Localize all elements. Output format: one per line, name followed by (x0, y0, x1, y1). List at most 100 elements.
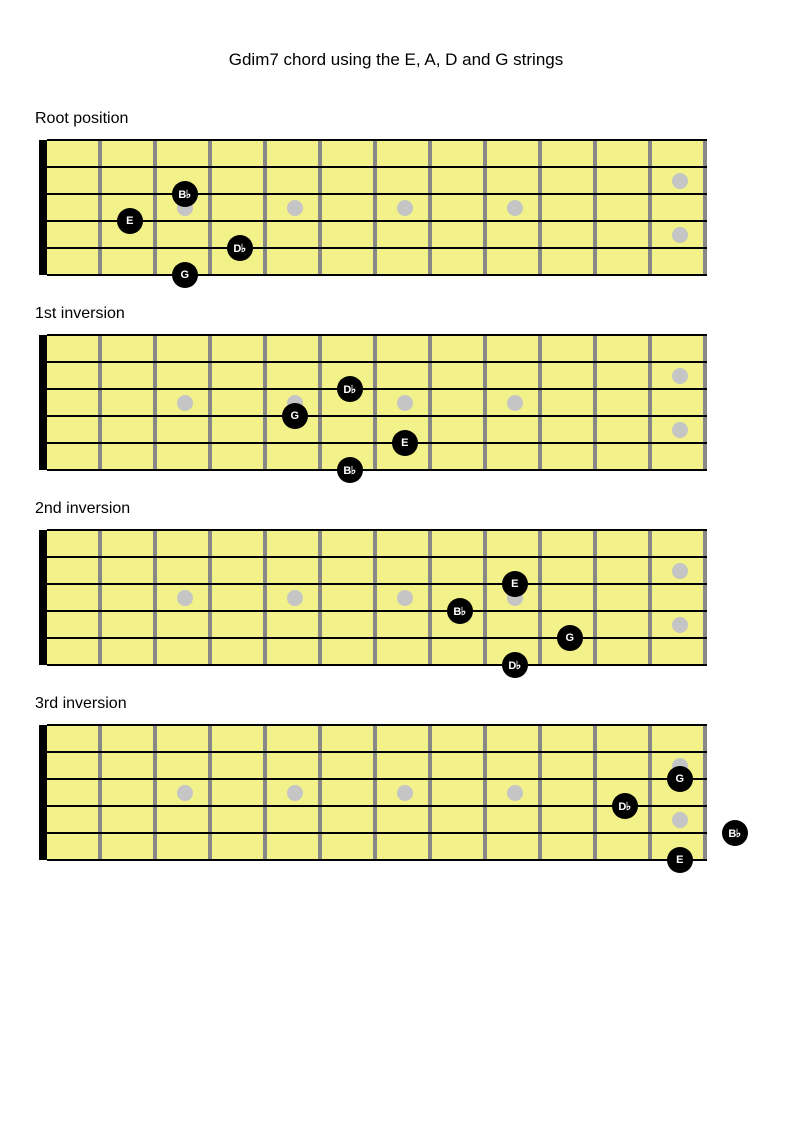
fret-marker (672, 173, 688, 189)
note-dot: E (117, 208, 143, 234)
chord-section: 2nd inversionEB♭GD♭ (35, 500, 757, 665)
fret-column (47, 530, 102, 665)
page: Gdim7 chord using the E, A, D and G stri… (0, 0, 792, 940)
note-dot: E (667, 847, 693, 873)
fret-column (322, 530, 377, 665)
sections-container: Root positionB♭ED♭G1st inversionD♭GEB♭2n… (35, 110, 757, 860)
fret-marker (507, 395, 523, 411)
string-line (47, 664, 707, 666)
section-label: 1st inversion (35, 305, 757, 323)
string-line (47, 724, 707, 726)
chord-section: 3rd inversionGD♭B♭E (35, 695, 757, 860)
string-line (47, 334, 707, 336)
note-dot: B♭ (172, 181, 198, 207)
note-dot: G (172, 262, 198, 288)
string-line (47, 442, 707, 444)
fret-column (652, 335, 707, 470)
string-line (47, 778, 707, 780)
fret-marker (672, 368, 688, 384)
fret-column (47, 725, 102, 860)
string-line (47, 220, 707, 222)
fret-marker (287, 200, 303, 216)
fret-column (102, 335, 157, 470)
fretboard: EB♭GD♭ (39, 530, 757, 665)
string-line (47, 166, 707, 168)
fret-marker (507, 200, 523, 216)
note-dot: G (557, 625, 583, 651)
fretboard-grid: B♭ED♭G (47, 140, 707, 275)
note-dot: D♭ (227, 235, 253, 261)
fret-column (432, 335, 487, 470)
fret-column (47, 335, 102, 470)
note-dot: B♭ (722, 820, 748, 846)
fretboard-grid: GD♭B♭E (47, 725, 707, 860)
note-dot: D♭ (612, 793, 638, 819)
fretboard: GD♭B♭E (39, 725, 757, 860)
fret-column (652, 530, 707, 665)
nut (39, 140, 47, 275)
string-line (47, 529, 707, 531)
string-line (47, 832, 707, 834)
fret-marker (672, 227, 688, 243)
nut (39, 530, 47, 665)
section-label: 3rd inversion (35, 695, 757, 713)
fret-column (322, 140, 377, 275)
fret-marker (397, 785, 413, 801)
note-dot: B♭ (447, 598, 473, 624)
string-line (47, 415, 707, 417)
fret-marker (177, 590, 193, 606)
chord-section: 1st inversionD♭GEB♭ (35, 305, 757, 470)
note-dot: E (502, 571, 528, 597)
string-line (47, 388, 707, 390)
fret-marker (177, 785, 193, 801)
fret-column (597, 140, 652, 275)
fret-column (597, 335, 652, 470)
fret-marker (177, 395, 193, 411)
string-line (47, 361, 707, 363)
fret-column (432, 140, 487, 275)
fret-column (212, 725, 267, 860)
fret-column (597, 530, 652, 665)
fret-column (652, 725, 707, 860)
fret-marker (397, 395, 413, 411)
string-line (47, 193, 707, 195)
fret-marker (672, 812, 688, 828)
note-dot: E (392, 430, 418, 456)
note-dot: D♭ (502, 652, 528, 678)
string-line (47, 274, 707, 276)
string-line (47, 139, 707, 141)
string-line (47, 556, 707, 558)
fret-marker (672, 422, 688, 438)
section-label: 2nd inversion (35, 500, 757, 518)
fret-marker (672, 617, 688, 633)
string-line (47, 751, 707, 753)
fret-column (102, 530, 157, 665)
fretboard: B♭ED♭G (39, 140, 757, 275)
fret-column (652, 140, 707, 275)
nut (39, 335, 47, 470)
fretboard-grid: EB♭GD♭ (47, 530, 707, 665)
fret-marker (397, 590, 413, 606)
fret-column (102, 725, 157, 860)
fret-column (47, 140, 102, 275)
fretboard: D♭GEB♭ (39, 335, 757, 470)
string-line (47, 805, 707, 807)
string-line (47, 247, 707, 249)
fret-column (212, 335, 267, 470)
fret-column (322, 725, 377, 860)
page-title: Gdim7 chord using the E, A, D and G stri… (35, 50, 757, 70)
chord-section: Root positionB♭ED♭G (35, 110, 757, 275)
string-line (47, 610, 707, 612)
note-dot: G (667, 766, 693, 792)
fret-marker (287, 590, 303, 606)
string-line (47, 637, 707, 639)
fret-column (542, 335, 597, 470)
nut (39, 725, 47, 860)
fret-column (322, 335, 377, 470)
note-dot: D♭ (337, 376, 363, 402)
note-dot: G (282, 403, 308, 429)
fret-marker (397, 200, 413, 216)
fret-marker (672, 563, 688, 579)
note-dot: B♭ (337, 457, 363, 483)
string-line (47, 583, 707, 585)
